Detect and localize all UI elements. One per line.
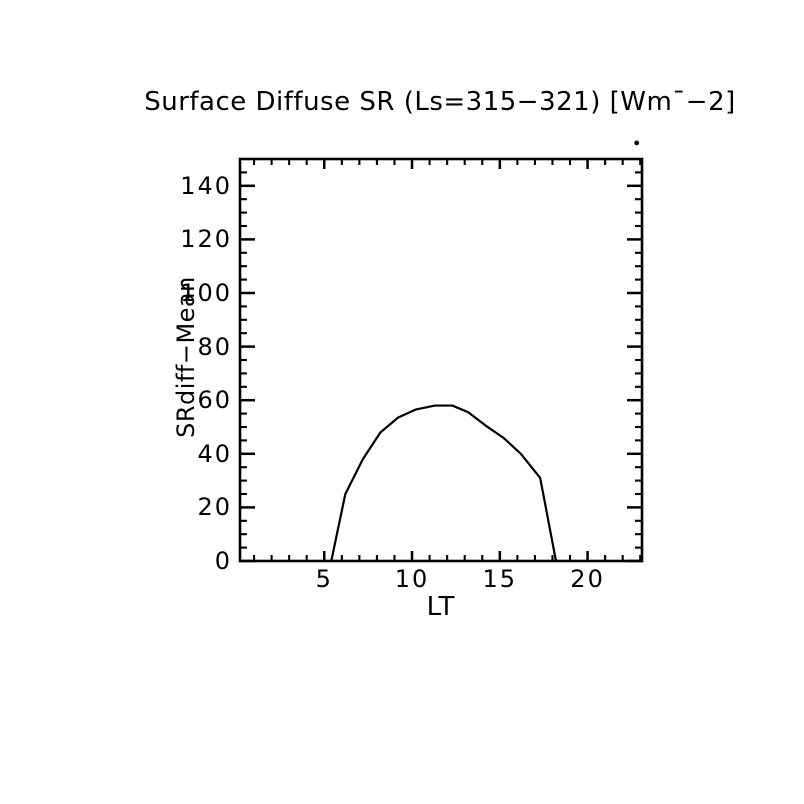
chart-title: Surface Diffuse SR (Ls=315−321) [Wm¯−2]	[144, 87, 736, 117]
plot-frame	[238, 157, 644, 563]
y-tick-label: 120	[180, 225, 232, 254]
y-tick-label: 20	[197, 493, 232, 522]
y-axis-label: SRdiff−Mean	[172, 276, 200, 438]
axis-ticks	[240, 159, 642, 563]
x-tick-label: 5	[315, 565, 333, 593]
y-tick-label: 80	[197, 332, 232, 361]
x-axis-label: LT	[426, 592, 456, 622]
y-tick-label: 140	[180, 171, 232, 200]
y-tick-label: 100	[180, 279, 232, 307]
data-curve	[330, 404, 558, 562]
y-tick-label: 0	[214, 547, 232, 575]
y-tick-label: 60	[197, 386, 232, 415]
x-tick-label: 15	[482, 565, 518, 593]
stray-dot	[634, 140, 640, 146]
x-tick-label: 20	[570, 565, 605, 593]
y-tick-label: 40	[197, 439, 232, 468]
x-tick-label: 10	[394, 565, 430, 593]
